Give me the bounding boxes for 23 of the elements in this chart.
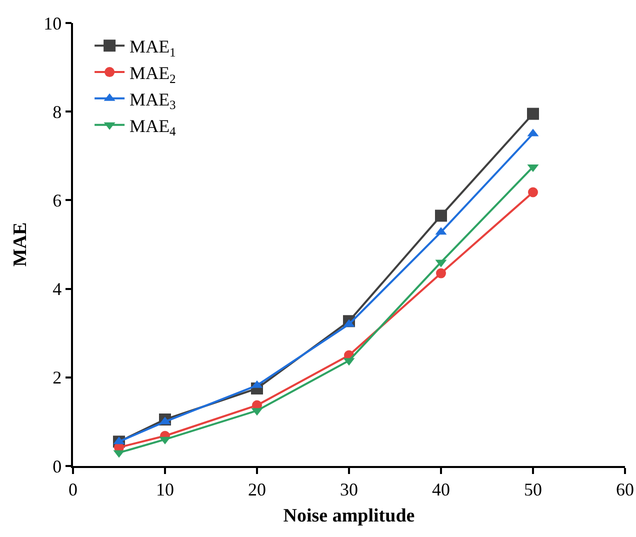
legend-label: MAE$_{2}$ (130, 63, 176, 86)
legend-label: MAE$_{3}$ (130, 89, 176, 112)
point (527, 108, 539, 120)
point (436, 268, 446, 278)
x-tick-label: 20 (248, 479, 266, 500)
y-tick-label: 2 (52, 368, 62, 388)
legend-label: MAE$_{1}$ (130, 36, 176, 60)
y-tick-label: 8 (52, 102, 62, 122)
x-tick-label: 40 (432, 479, 450, 500)
x-tick-label: 0 (68, 479, 78, 500)
y-tick-label: 0 (52, 456, 62, 476)
y-axis-title: MAE (10, 222, 31, 267)
legend-label: MAE$_{4}$ (130, 116, 177, 139)
point (435, 210, 447, 222)
x-axis-title: Noise amplitude (283, 506, 415, 527)
x-tick-label: 10 (156, 479, 174, 500)
y-tick-label: 10 (44, 13, 62, 34)
y-tick-label: 6 (52, 190, 62, 210)
x-tick-label: 60 (616, 479, 634, 500)
x-tick-label: 50 (524, 479, 542, 500)
y-tick-label: 4 (52, 279, 62, 300)
x-tick-label: 30 (340, 479, 358, 500)
point (528, 187, 538, 198)
